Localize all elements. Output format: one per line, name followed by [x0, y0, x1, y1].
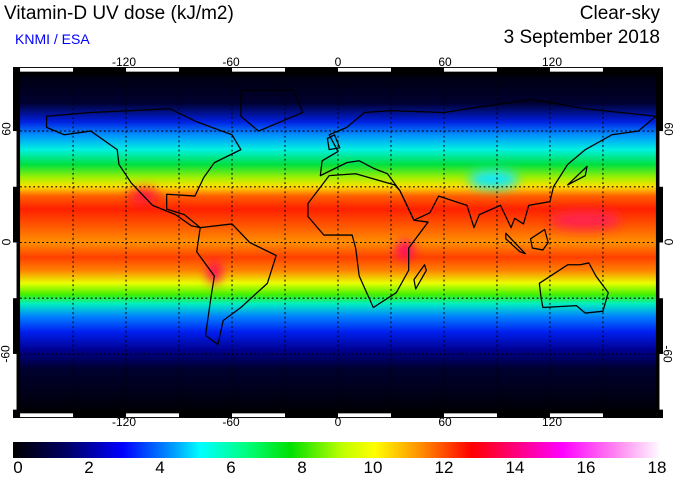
- eurasia-coast: [319, 98, 657, 229]
- colorbar-label: 4: [155, 458, 165, 477]
- colorbar-label: 16: [576, 458, 596, 477]
- north-america-coast: [45, 108, 242, 229]
- africa-coast: [307, 173, 429, 309]
- lon-tick-top: 120: [541, 55, 563, 69]
- colorbar-label: 10: [363, 458, 383, 477]
- colorbar-label: 6: [226, 458, 236, 477]
- colorbar-label: 0: [13, 458, 23, 477]
- britain-coast: [326, 134, 341, 151]
- lon-tick-bottom: 60: [438, 415, 452, 429]
- uv-dose-map[interactable]: [13, 67, 663, 418]
- south-america-coast: [196, 223, 277, 346]
- japan-coast: [567, 165, 588, 186]
- colorbar-label: 12: [434, 458, 454, 477]
- greenland-coast: [240, 89, 304, 132]
- map-canvas: [13, 67, 663, 418]
- madagascar-coast: [413, 264, 427, 290]
- colorbar: [13, 442, 659, 458]
- lon-tick-top: -120: [111, 55, 137, 69]
- lat-tick-left: 0: [0, 238, 14, 246]
- lon-tick-bottom: 120: [541, 415, 563, 429]
- colorbar-label: 18: [647, 458, 667, 477]
- lon-tick-bottom: -120: [111, 415, 137, 429]
- colorbar-label: 8: [297, 458, 307, 477]
- lat-tick-right: 60: [661, 122, 676, 136]
- australia-coast: [538, 262, 609, 314]
- lat-tick-right: 0: [661, 238, 676, 246]
- lat-tick-left: 60: [0, 122, 14, 136]
- colorbar-label: 14: [505, 458, 525, 477]
- map-title: Vitamin-D UV dose (kJ/m2): [4, 3, 234, 24]
- sumatra-coast: [505, 232, 526, 255]
- lon-tick-top: 60: [438, 55, 452, 69]
- coastlines: [45, 89, 657, 346]
- borneo-coast: [529, 228, 549, 251]
- frame-ticks: [13, 67, 663, 418]
- lat-tick-left: -60: [0, 345, 13, 363]
- lon-tick-top: -60: [222, 55, 240, 69]
- colorbar-label: 2: [84, 458, 94, 477]
- date-label: 3 September 2018: [503, 27, 660, 48]
- lon-tick-top: 0: [334, 55, 342, 69]
- lon-tick-bottom: -60: [222, 415, 240, 429]
- lon-tick-bottom: 0: [334, 415, 342, 429]
- credit-label: KNMI / ESA: [15, 31, 90, 47]
- condition-label: Clear-sky: [579, 3, 660, 24]
